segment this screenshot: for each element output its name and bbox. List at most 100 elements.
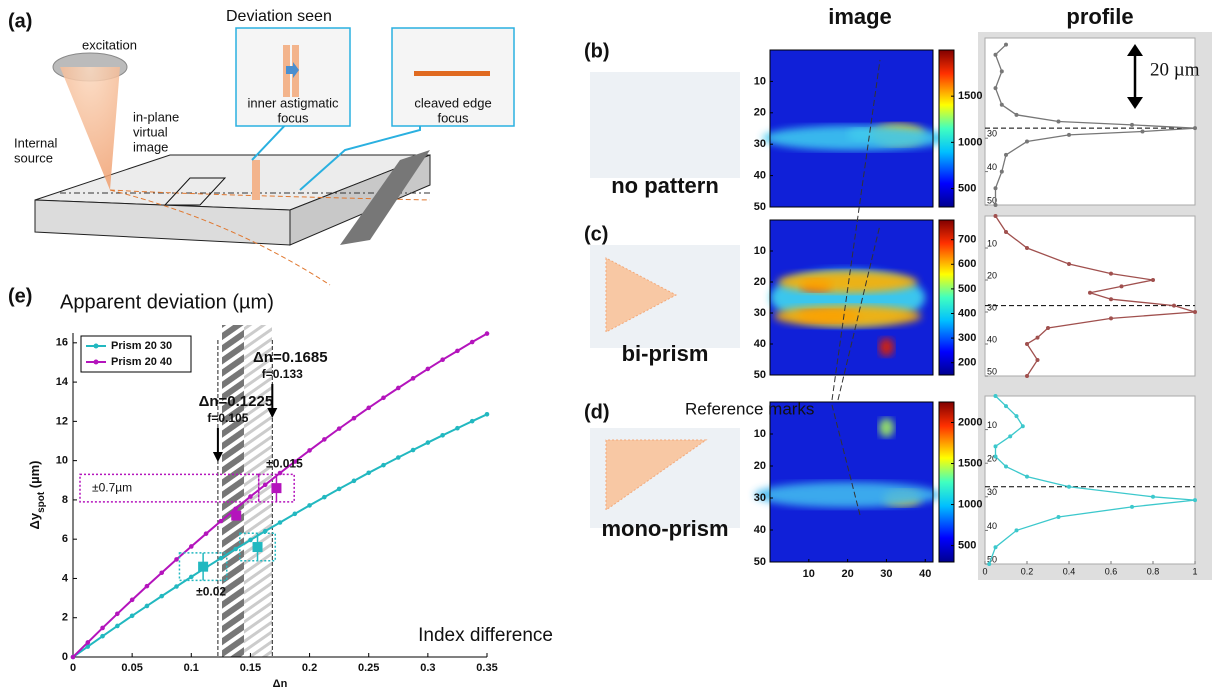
point: [174, 584, 179, 589]
colorbar: [938, 219, 955, 376]
profile-point: [1172, 303, 1176, 308]
profile-point: [1014, 528, 1019, 533]
profile-point: [1008, 434, 1013, 439]
profile-point: [1151, 278, 1155, 282]
y-tick-label: 20: [754, 276, 766, 288]
point: [292, 511, 298, 517]
profile-point: [1130, 504, 1134, 509]
overlay: Reference marks 20 µm: [685, 44, 1200, 516]
y-tick-label: 40: [987, 521, 997, 531]
profile-point: [1056, 514, 1061, 519]
colorbar-label: 300: [958, 332, 976, 344]
colorbar-label: 1000: [958, 498, 982, 510]
profile-point: [1151, 494, 1155, 499]
profile-point: [1004, 404, 1008, 409]
y-tick-label: 50: [987, 195, 997, 205]
y-tick-label: 12: [56, 415, 68, 427]
label: excitation: [82, 37, 137, 52]
point: [484, 331, 490, 336]
y-tick-label: 30: [754, 138, 766, 150]
colorbar-label: 1500: [958, 457, 982, 469]
profile-point: [993, 444, 998, 449]
point: [381, 462, 386, 468]
y-tick-label: 20: [987, 270, 997, 280]
y-tick-label: 50: [754, 556, 766, 568]
error-box: [79, 473, 260, 503]
y-tick-label: 14: [56, 376, 69, 388]
y-axis-label-part: Δy: [27, 512, 42, 529]
profile-point: [1193, 498, 1197, 503]
chart: (e) Apparent deviation (µm) Index differen…: [8, 285, 553, 690]
series-line: [72, 332, 488, 658]
x-tick-label: 0: [982, 566, 987, 576]
point: [85, 644, 91, 649]
x-tick-label: 20: [841, 568, 853, 580]
x-tick-label: 0.6: [1105, 566, 1118, 576]
x-tick-label: 1: [1192, 566, 1197, 576]
y-tick-label: 50: [754, 369, 766, 381]
point: [115, 623, 120, 629]
x-tick-label: 0.4: [1063, 566, 1076, 576]
point: [425, 440, 431, 445]
profile-point: [1025, 374, 1029, 378]
column-header: profile: [1066, 4, 1133, 29]
scale-label: 20 µm: [1150, 59, 1200, 80]
point: [218, 518, 224, 524]
y-tick-label: 40: [754, 170, 766, 182]
x-tick-label: 0.25: [358, 662, 379, 674]
profile-point: [999, 69, 1004, 74]
profile-point: [1140, 129, 1145, 134]
profile-point: [1193, 310, 1197, 314]
point: [262, 482, 268, 488]
y-tick-label: 20: [987, 454, 997, 464]
point: [70, 654, 76, 660]
error-label: ±0.02: [196, 585, 226, 599]
error-label: ±0.7µm: [92, 480, 132, 494]
point: [248, 494, 253, 499]
label: in-plane: [133, 109, 179, 124]
profile-point: [999, 169, 1004, 174]
heat-spot: [773, 305, 922, 327]
panel-label: (c): [584, 223, 608, 245]
profile-point: [993, 214, 998, 218]
colorbar-label: 400: [958, 307, 976, 319]
panel-label: (a): [8, 10, 32, 32]
profile-line: [994, 44, 1196, 205]
prism: [605, 257, 678, 333]
heatmap-texture: [754, 418, 941, 508]
point: [100, 633, 105, 639]
panels: (b)no pattern102030405050010001500304050…: [584, 37, 1198, 580]
profile-point: [1014, 414, 1019, 419]
profile-point: [1109, 297, 1113, 302]
heat-spot: [878, 418, 895, 438]
legend-swatch: [93, 343, 99, 349]
profile-point: [1025, 246, 1029, 250]
y-tick-label: 8: [62, 494, 68, 506]
point: [381, 395, 386, 401]
point: [129, 613, 135, 619]
point: [159, 593, 165, 599]
point: [322, 494, 327, 500]
point: [159, 570, 165, 576]
point: [410, 447, 416, 453]
label: Deviation seen: [226, 8, 332, 25]
y-tick-label: 40: [987, 334, 997, 344]
y-tick-label: 50: [987, 366, 997, 376]
marker: [252, 542, 263, 553]
point: [322, 437, 327, 442]
profile-point: [1067, 262, 1071, 266]
panel-label: (e): [8, 285, 32, 307]
point: [292, 459, 298, 464]
x-tick-label: 0.8: [1147, 566, 1160, 576]
profile-point: [993, 454, 998, 459]
heatmap-texture: [770, 269, 926, 357]
heatmap-texture: [762, 123, 949, 151]
heat-spot: [754, 482, 941, 508]
legend-swatch: [93, 359, 99, 365]
error-label: ±0.015: [266, 457, 303, 471]
colorbar-label: 200: [958, 357, 976, 369]
panel-label: (d): [584, 401, 610, 423]
label: focus: [437, 110, 469, 125]
x-tick-label: 0: [70, 662, 76, 674]
